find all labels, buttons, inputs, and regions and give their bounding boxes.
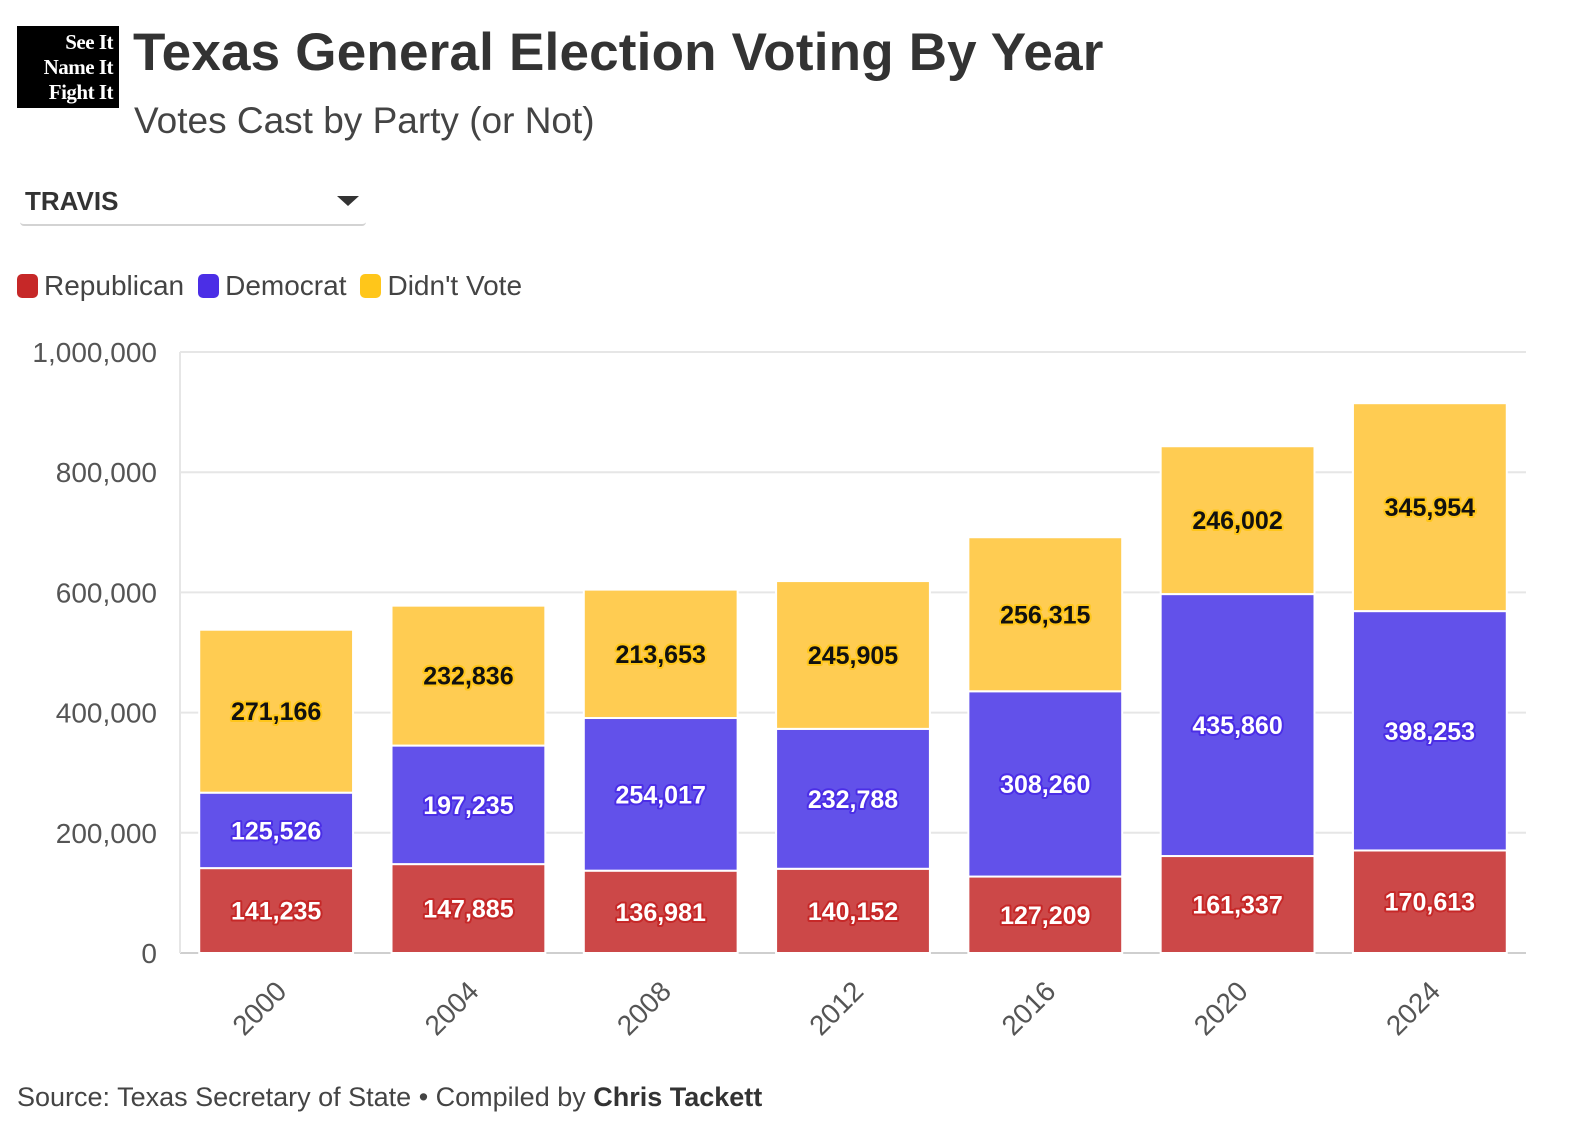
data-label: 140,152 <box>808 898 898 926</box>
bar-segment-republican <box>775 867 931 955</box>
bar-segment-democrat <box>198 791 355 870</box>
bar-segment-republican <box>1351 849 1508 955</box>
source-note: Source: Texas Secretary of State • Compi… <box>17 1082 762 1113</box>
bar-segment-didn-t-vote <box>390 604 547 747</box>
data-label: 256,315 <box>1000 601 1090 629</box>
data-label: 136,981 <box>616 899 706 927</box>
bar-segment-republican <box>967 875 1124 954</box>
x-tick-label: 2012 <box>803 975 869 1041</box>
source-text: Source: Texas Secretary of State • Compi… <box>17 1082 594 1112</box>
data-label: 125,526 <box>231 817 321 845</box>
legend-item-didnt-vote[interactable]: Didn't Vote <box>360 270 522 302</box>
data-label: 147,885 <box>423 896 513 924</box>
chart-legend: Republican Democrat Didn't Vote <box>17 270 536 302</box>
legend-item-republican[interactable]: Republican <box>17 270 184 302</box>
x-tick-label: 2000 <box>226 975 292 1041</box>
y-tick-label: 400,000 <box>56 698 157 729</box>
stacked-bar-chart: 0 200,000 400,000 600,000 800,000 1,000,000 14… <box>32 337 1526 1041</box>
x-tick-label: 2008 <box>611 975 677 1041</box>
data-label: 232,788 <box>808 786 898 814</box>
county-select-value: TRAVIS <box>25 186 119 216</box>
legend-item-democrat[interactable]: Democrat <box>198 270 346 302</box>
bar-segment-democrat <box>967 690 1124 878</box>
x-tick-label: 2024 <box>1380 975 1446 1041</box>
bar-segment-republican <box>1159 855 1316 954</box>
data-label: 161,337 <box>1192 892 1282 920</box>
x-tick-label: 2020 <box>1188 975 1254 1041</box>
legend-label: Didn't Vote <box>387 270 523 301</box>
legend-swatch-didnt-vote <box>360 274 382 298</box>
chevron-down-icon <box>337 196 359 206</box>
bar-segment-democrat <box>775 727 931 870</box>
data-label: 245,905 <box>808 642 898 670</box>
data-label: 213,653 <box>616 641 706 669</box>
bar-segment-didn-t-vote <box>1159 445 1316 596</box>
bar-segment-didn-t-vote <box>967 536 1124 693</box>
y-tick-label: 800,000 <box>56 457 157 488</box>
bar-segment-didn-t-vote <box>1351 402 1508 613</box>
legend-label: Republican <box>44 270 185 301</box>
bar-segment-didn-t-vote <box>582 588 739 720</box>
data-label: 435,860 <box>1192 712 1282 740</box>
y-tick-label: 1,000,000 <box>32 337 157 368</box>
data-label: 197,235 <box>423 792 513 820</box>
bar-segment-republican <box>582 869 739 955</box>
bar-segment-democrat <box>582 717 739 872</box>
data-label: 271,166 <box>231 698 321 726</box>
data-label: 232,836 <box>423 663 513 691</box>
y-tick-label: 0 <box>141 938 157 969</box>
chart-subtitle: Votes Cast by Party (or Not) <box>134 100 595 141</box>
bar-segment-republican <box>198 867 355 954</box>
logo-line: Fight It <box>48 79 114 104</box>
data-label: 246,002 <box>1192 507 1282 535</box>
data-label: 127,209 <box>1000 902 1090 930</box>
bar-segment-democrat <box>1159 593 1316 858</box>
author-name: Chris Tackett <box>593 1082 763 1112</box>
bar-segment-democrat <box>390 744 547 866</box>
y-tick-label: 600,000 <box>56 577 157 608</box>
bar-segment-democrat <box>1351 610 1508 852</box>
legend-swatch-democrat <box>198 274 220 298</box>
x-tick-label: 2004 <box>419 975 485 1041</box>
logo-line: Name It <box>43 54 114 79</box>
y-tick-label: 200,000 <box>56 818 157 849</box>
logo-line: See It <box>65 29 113 54</box>
bar-segment-republican <box>390 863 547 954</box>
bar-segment-didn-t-vote <box>775 580 931 730</box>
legend-label: Democrat <box>225 270 347 301</box>
data-label: 398,253 <box>1385 718 1475 746</box>
x-tick-label: 2016 <box>996 975 1062 1041</box>
data-label: 254,017 <box>616 781 706 809</box>
logo: See It Name It Fight It <box>17 26 119 108</box>
legend-swatch-republican <box>17 274 38 298</box>
data-label: 170,613 <box>1385 889 1475 917</box>
county-select[interactable]: TRAVIS <box>20 178 366 226</box>
data-label: 141,235 <box>231 898 321 926</box>
chart-title: Texas General Election Voting By Year <box>133 23 1104 82</box>
data-label: 345,954 <box>1385 494 1475 522</box>
bar-segment-didn-t-vote <box>198 628 355 794</box>
data-label: 308,260 <box>1000 771 1090 799</box>
